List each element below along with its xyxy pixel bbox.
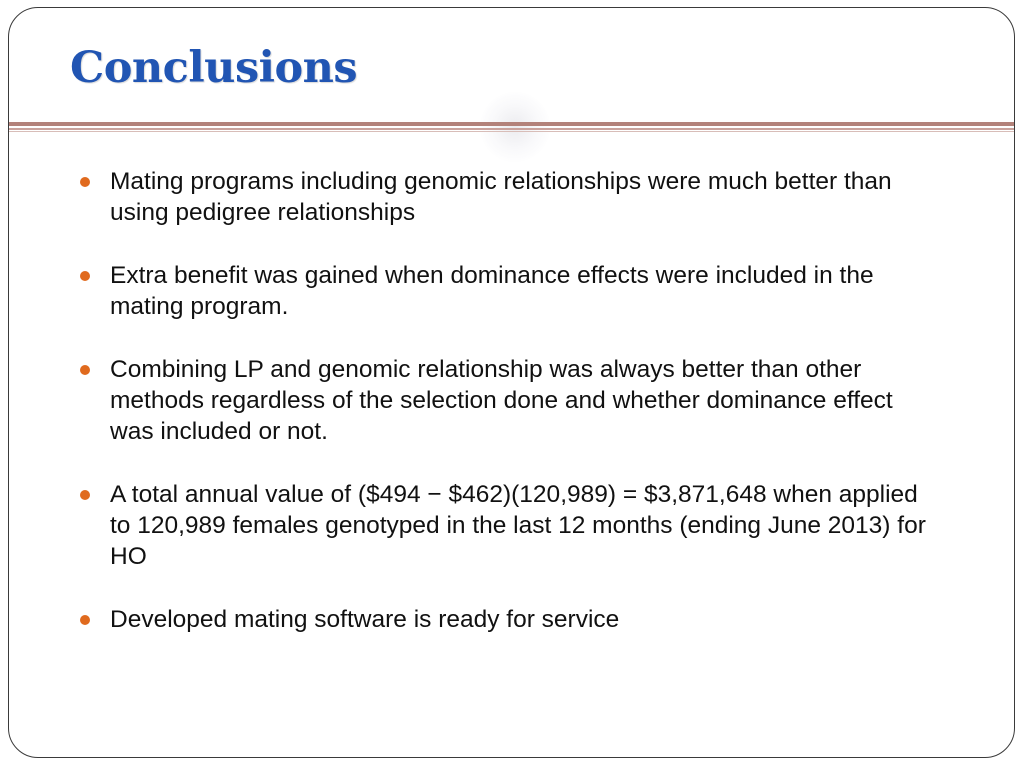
title-divider (9, 122, 1014, 126)
bullet-icon (80, 177, 90, 187)
bullet-item: Mating programs including genomic relati… (78, 166, 938, 228)
bullet-item: Extra benefit was gained when dominance … (78, 260, 938, 322)
title-divider-thin (9, 128, 1014, 130)
bullet-text: Developed mating software is ready for s… (110, 606, 620, 633)
bullet-icon (80, 271, 90, 281)
bullet-item: Developed mating software is ready for s… (78, 604, 938, 635)
bullet-icon (80, 490, 90, 500)
bullet-list: Mating programs including genomic relati… (78, 166, 938, 667)
bullet-text: Combining LP and genomic relationship wa… (110, 356, 893, 445)
watermark-graphic (480, 92, 550, 162)
bullet-item: Combining LP and genomic relationship wa… (78, 354, 938, 447)
slide-title: Conclusions (70, 43, 358, 93)
bullet-icon (80, 365, 90, 375)
bullet-text: Extra benefit was gained when dominance … (110, 262, 874, 320)
bullet-item: A total annual value of ($494 − $462)(12… (78, 479, 938, 572)
slide-frame (8, 7, 1015, 758)
bullet-text: A total annual value of ($494 − $462)(12… (110, 481, 926, 570)
bullet-icon (80, 615, 90, 625)
bullet-text: Mating programs including genomic relati… (110, 168, 892, 226)
title-divider-hairline (9, 131, 1014, 132)
